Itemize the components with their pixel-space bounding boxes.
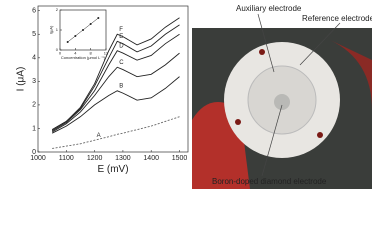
y-tick-label: 0 (56, 47, 59, 52)
photo: Auxiliary electrode Reference electrode … (192, 4, 372, 189)
point (74, 35, 77, 37)
curve (51, 33, 180, 132)
y-tick-label: 4 (32, 55, 36, 62)
figure: Auxiliary electrode Reference electrode … (15, 4, 372, 189)
curve-label: C (119, 60, 124, 66)
y-axis-label: I(μA) (48, 25, 53, 34)
x-axis-label: Concentration (μmol L⁻¹) (61, 55, 106, 60)
point (97, 17, 100, 19)
screw (235, 119, 241, 125)
screw (259, 49, 265, 55)
screw (317, 132, 323, 138)
curve (51, 76, 180, 134)
curve-label: E (119, 34, 123, 40)
x-tick-label: 0 (59, 51, 62, 56)
x-tick-label: 8 (90, 51, 93, 56)
x-tick-label: 1100 (59, 155, 74, 162)
y-tick-label: 1 (32, 125, 36, 132)
y-tick-label: 2 (32, 102, 36, 109)
curve (51, 17, 180, 131)
x-tick-label: 1200 (87, 155, 103, 162)
point (82, 29, 84, 31)
x-tick-label: 1500 (172, 155, 188, 162)
red-cable (330, 40, 372, 110)
y-tick-label: 5 (32, 31, 36, 38)
y-tick-label: 2 (56, 7, 59, 12)
y-tick-label: 0 (32, 149, 36, 156)
point (66, 41, 69, 43)
pointer (257, 13, 275, 73)
photo-label: Auxiliary electrode (236, 4, 302, 13)
x-tick-label: 12 (104, 51, 109, 56)
photo-label: Boron-doped diamond electrode (212, 177, 327, 186)
x-axis-label: E (mV) (97, 164, 128, 175)
curve (51, 24, 180, 131)
x-tick-label: 1000 (30, 155, 46, 162)
x-tick-label: 4 (74, 51, 77, 56)
curve-label: F (119, 27, 123, 33)
point (89, 23, 92, 25)
curve (52, 116, 180, 149)
x-tick-label: 1300 (115, 155, 131, 162)
pointer (299, 22, 341, 66)
x-tick-label: 1400 (143, 155, 159, 162)
y-tick-label: 6 (32, 8, 36, 15)
curve (51, 52, 180, 133)
y-axis-label: I (μA) (15, 67, 26, 92)
y-tick-label: 1 (56, 27, 59, 32)
photo-label: Reference electrode (302, 14, 372, 23)
curve-label: A (97, 133, 101, 139)
pointer (261, 104, 283, 177)
curve-label: D (119, 43, 124, 49)
curve-label: B (119, 83, 123, 89)
y-tick-label: 3 (32, 78, 36, 85)
bdd-electrode (274, 94, 290, 110)
